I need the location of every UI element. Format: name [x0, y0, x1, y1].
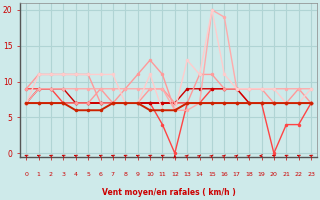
X-axis label: Vent moyen/en rafales ( km/h ): Vent moyen/en rafales ( km/h ) — [102, 188, 236, 197]
